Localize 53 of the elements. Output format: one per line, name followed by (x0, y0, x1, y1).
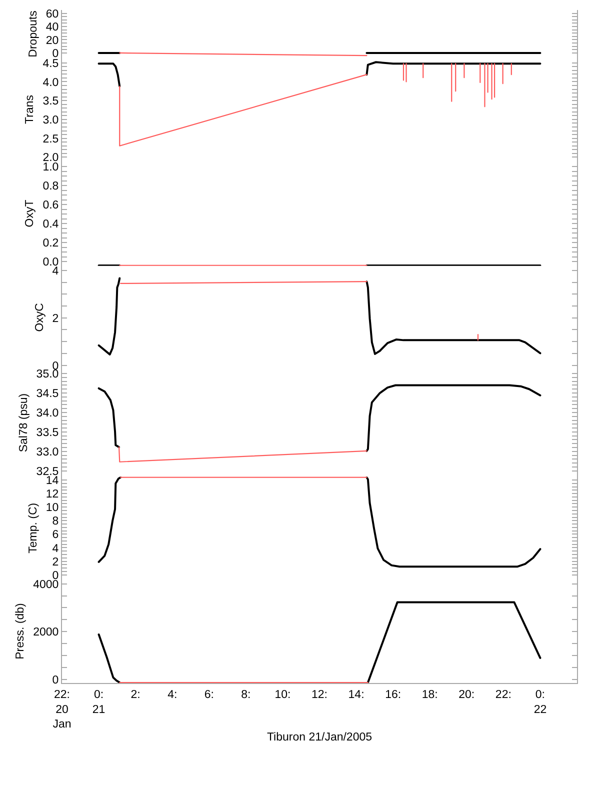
y-tick-label: 2 (52, 312, 59, 325)
x-tick-label: 20: (458, 688, 475, 701)
x-tick-label: 2: (130, 688, 140, 701)
y-tick-label: 40 (46, 22, 59, 34)
y-tick-label: 4.5 (42, 58, 59, 70)
x-tick-label: 6: (204, 688, 214, 701)
y-tick-label: 4.0 (42, 76, 59, 89)
y-tick-label: 3.0 (42, 114, 59, 126)
y-tick-label: 0.6 (42, 200, 59, 212)
y-tick-label: 0 (52, 674, 59, 686)
y-tick-label: 14 (46, 475, 60, 488)
x-axis-title: Tiburon 21/Jan/2005 (266, 731, 372, 744)
y-axis-title: Trans (24, 94, 36, 124)
y-tick-label: 3.5 (42, 96, 59, 108)
y-axis-title: OxyC (34, 303, 46, 332)
y-tick-label: 35.0 (36, 368, 59, 381)
y-tick-label: 0.2 (42, 238, 59, 250)
y-tick-label: 0.4 (42, 218, 60, 231)
y-tick-label: 4000 (33, 578, 59, 591)
y-tick-label: 0 (52, 48, 59, 60)
y-tick-label: 33.5 (36, 426, 59, 439)
x-tick-label: 0: 22 (534, 688, 547, 716)
x-tick-label: 0: 21 (92, 688, 106, 716)
y-tick-label: 33.0 (36, 446, 59, 458)
y-axis-title: Dropouts (27, 10, 40, 58)
y-tick-label: 0.8 (42, 180, 59, 193)
x-tick-label: 4: (168, 688, 178, 701)
y-tick-label: 2.5 (42, 133, 59, 146)
y-tick-label: 8 (52, 516, 59, 528)
x-tick-label: 10: (274, 688, 291, 701)
x-tick-label: 8: (241, 688, 251, 701)
y-axis-title: Sal78 (psu) (18, 393, 30, 452)
y-tick-label: 4 (52, 542, 60, 555)
y-tick-label: 2000 (33, 626, 59, 639)
y-tick-label: 4 (52, 265, 60, 278)
x-tick-label: 16: (385, 688, 402, 701)
x-tick-label: 22: 20 Jan (52, 688, 72, 731)
y-tick-label: 34.0 (36, 407, 59, 420)
y-tick-label: 12 (46, 488, 59, 501)
y-axis-title: OxyT (24, 200, 36, 228)
y-tick-label: 34.5 (36, 388, 59, 400)
y-axis-title: Temp. (C) (27, 502, 40, 554)
y-axis-title: Press. (db) (14, 602, 27, 660)
y-tick-label: 1.0 (42, 162, 59, 174)
x-tick-label: 14: (348, 688, 364, 701)
x-tick-label: 18: (422, 688, 438, 701)
y-tick-label: 2 (52, 556, 59, 568)
y-tick-label: 10 (46, 502, 59, 514)
x-tick-label: 12: (312, 688, 328, 701)
y-tick-label: 20 (46, 34, 59, 47)
x-tick-label: 22: (495, 688, 512, 701)
y-tick-label: 6 (52, 529, 59, 542)
y-tick-label: 60 (46, 8, 59, 20)
